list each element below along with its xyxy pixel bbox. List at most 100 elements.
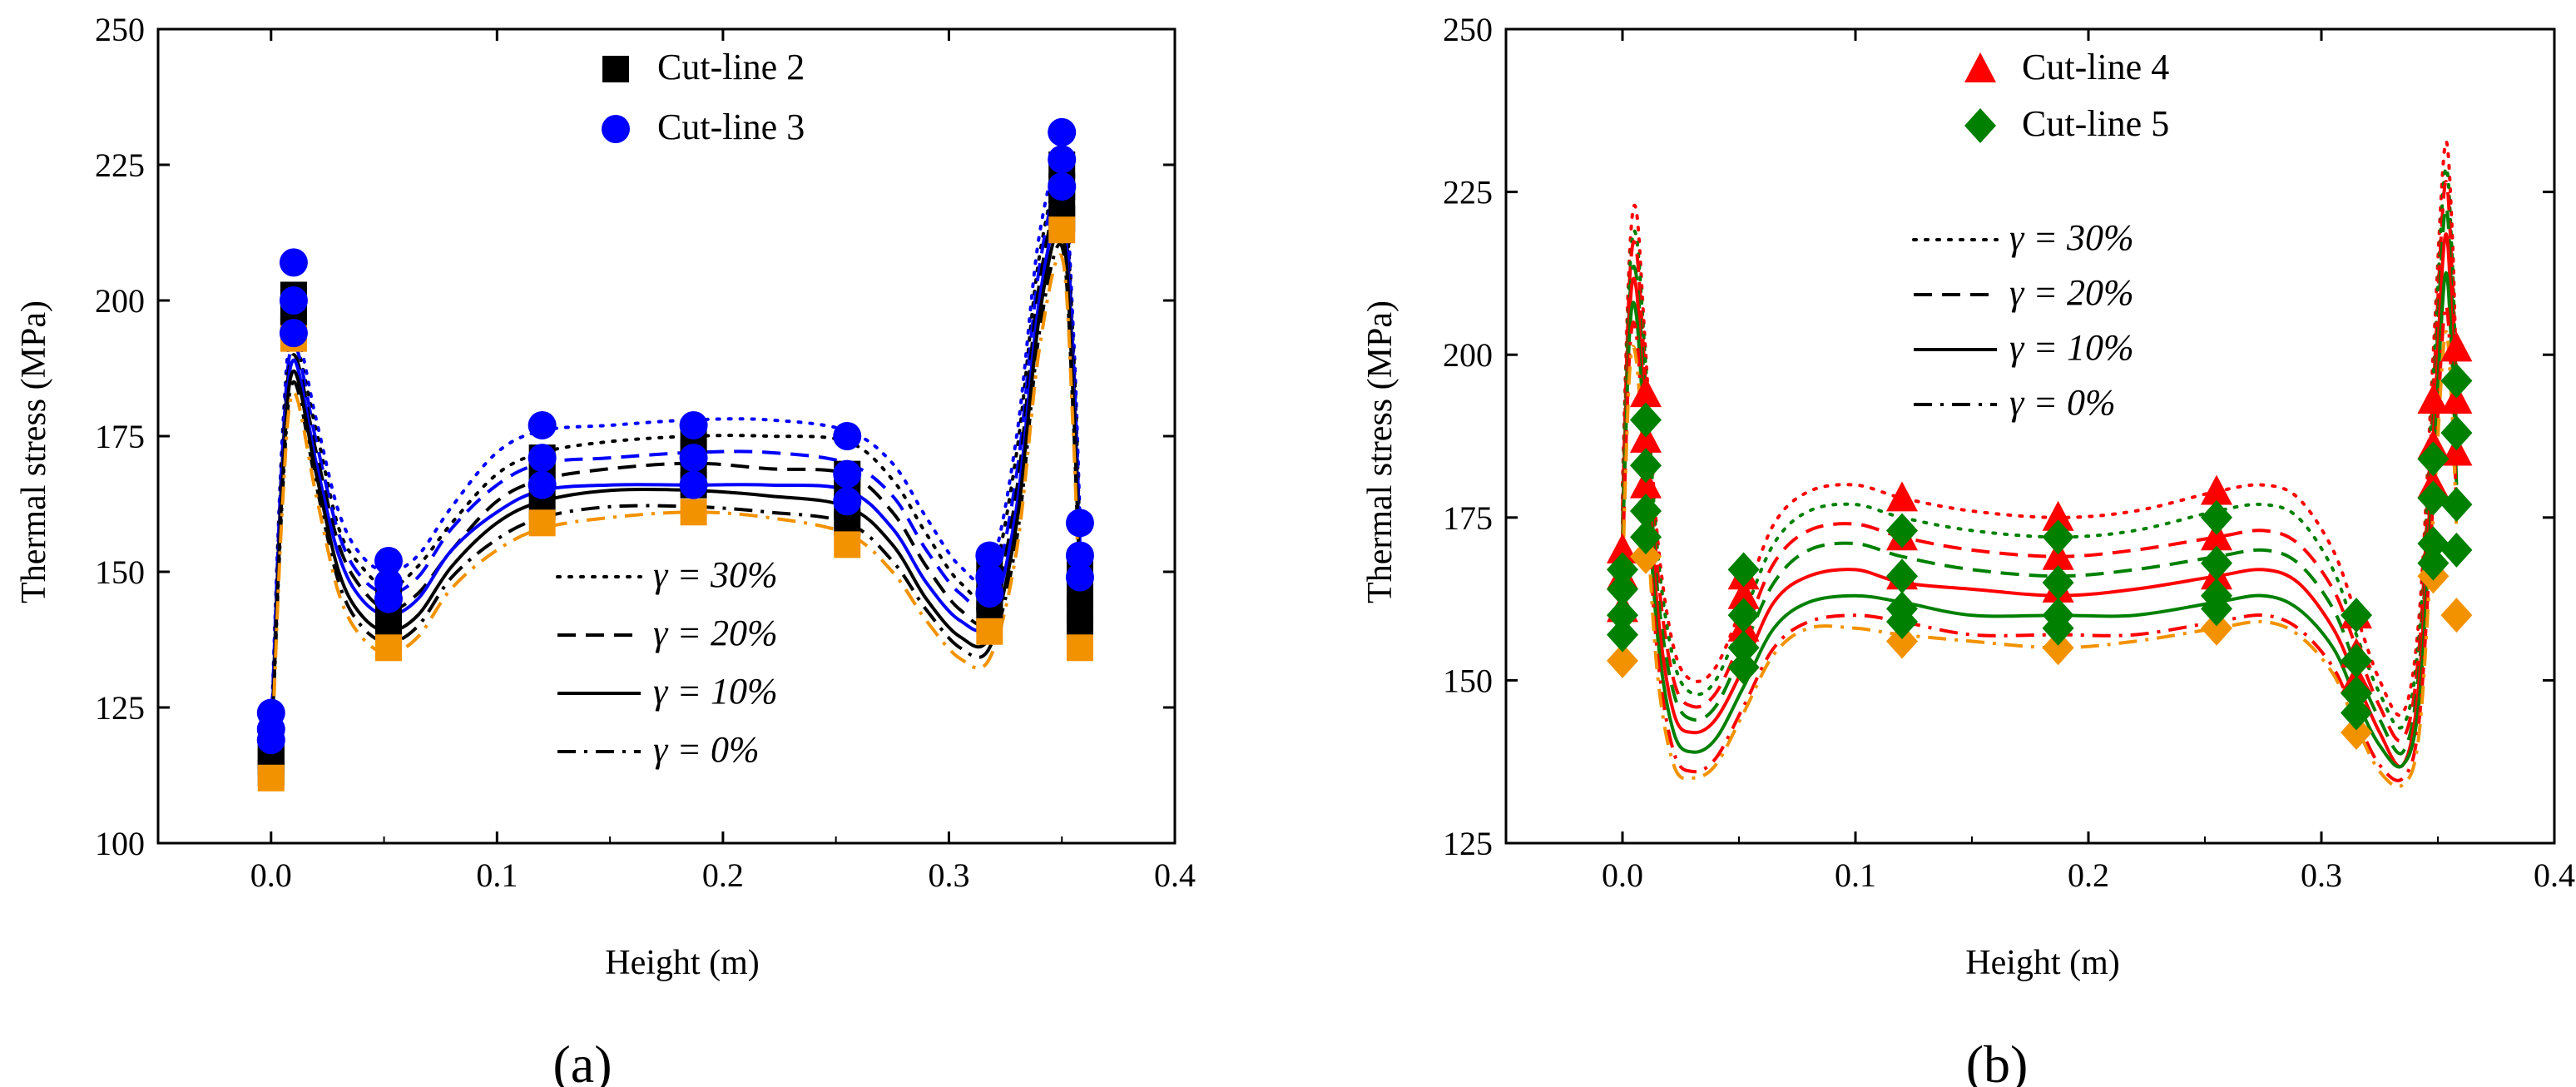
data-point <box>1886 603 1918 639</box>
y-tick-label: 175 <box>95 418 145 455</box>
panel-label-b: (b) <box>1966 1035 2029 1087</box>
data-point <box>2341 695 2372 731</box>
x-tick-label: 0.1 <box>476 856 518 894</box>
data-point <box>834 531 861 558</box>
legend-label: γ = 20% <box>653 613 778 653</box>
data-point <box>2417 545 2450 581</box>
y-axis-label-b: Thermal stress (MPa) <box>1361 300 1399 603</box>
data-point <box>2440 415 2473 451</box>
y-tick-label: 175 <box>1443 499 1493 537</box>
y-tick-label: 125 <box>95 689 145 727</box>
data-point <box>374 584 403 613</box>
data-point <box>1607 571 1638 607</box>
y-tick-label: 225 <box>95 146 145 184</box>
x-tick-label: 0.3 <box>928 856 969 894</box>
y-tick-label: 150 <box>95 553 145 591</box>
legend-label: γ = 30% <box>653 554 778 595</box>
data-point <box>1630 493 1662 529</box>
data-point <box>1607 643 1638 678</box>
series-line <box>269 242 1082 767</box>
legend-marker-diamond <box>1964 108 1996 143</box>
data-point <box>256 726 285 755</box>
data-point <box>1886 623 1918 659</box>
data-point <box>1630 402 1662 438</box>
x-axis-label-a: Height (m) <box>605 944 759 982</box>
data-point <box>1886 481 1918 512</box>
data-point <box>976 618 1003 645</box>
data-point <box>2042 630 2074 666</box>
legend-label: Cut-line 4 <box>2022 47 2169 87</box>
series-line <box>269 253 1082 773</box>
data-point <box>2417 383 2450 414</box>
data-point <box>374 546 403 575</box>
data-point <box>2042 565 2074 601</box>
x-tick-label: 0.4 <box>1154 856 1196 894</box>
data-point <box>1727 578 1760 609</box>
data-point <box>2042 519 2074 555</box>
data-point <box>1630 468 1662 499</box>
y-tick-label: 100 <box>95 825 145 862</box>
data-point <box>1886 513 1918 548</box>
data-point <box>1607 598 1638 633</box>
legend-label: γ = 0% <box>653 729 760 770</box>
legend-label: γ = 20% <box>2009 272 2134 313</box>
data-point <box>2440 487 2473 523</box>
data-point <box>2042 539 2074 570</box>
legend-marker-circle <box>602 115 630 143</box>
data-point <box>975 579 1004 608</box>
legend-label: Cut-line 3 <box>657 107 805 147</box>
data-point <box>2201 499 2232 535</box>
y-tick-label: 200 <box>95 282 145 320</box>
data-point <box>1607 617 1638 653</box>
data-point <box>2440 383 2473 414</box>
x-tick-label: 0.3 <box>2301 856 2342 894</box>
data-point <box>279 319 308 348</box>
legend-label: γ = 10% <box>653 671 778 712</box>
y-tick-label: 250 <box>95 11 145 48</box>
data-point <box>1065 509 1094 538</box>
legend-label: γ = 30% <box>2009 217 2134 258</box>
data-point <box>279 248 308 277</box>
data-point <box>2201 591 2232 627</box>
data-point <box>1630 422 1662 453</box>
data-point <box>2201 545 2232 581</box>
data-point <box>1886 558 1918 594</box>
data-point <box>2440 331 2473 362</box>
data-point <box>2440 435 2473 466</box>
data-point <box>1048 172 1077 201</box>
panel-label-a: (a) <box>552 1035 612 1087</box>
data-point <box>528 509 556 537</box>
legend-label: γ = 10% <box>2009 327 2134 368</box>
data-point <box>1048 117 1077 146</box>
data-point <box>833 487 862 516</box>
series-line <box>1621 330 2459 789</box>
data-point <box>2417 480 2450 516</box>
plot-area-b: 0.0 0.1 0.2 0.3 0.4 125 150 175 200 225 250 Cut-lin… <box>1443 11 2575 894</box>
x-axis-label-b: Height (m) <box>1965 944 2119 982</box>
data-point <box>528 410 557 439</box>
data-point <box>2440 363 2473 399</box>
data-point <box>975 541 1004 570</box>
data-point <box>1630 448 1662 484</box>
data-point <box>2440 532 2473 568</box>
data-point <box>2341 598 2372 633</box>
data-point <box>2341 676 2372 712</box>
data-point <box>1066 634 1093 662</box>
data-point <box>1630 377 1662 408</box>
data-point <box>1607 552 1638 588</box>
data-point <box>1607 533 1638 563</box>
data-point <box>2417 526 2450 562</box>
data-point <box>679 444 708 473</box>
data-point <box>2042 610 2074 646</box>
data-point <box>1727 649 1760 685</box>
data-point <box>1727 630 1760 666</box>
data-point <box>2440 598 2473 633</box>
x-tick-label: 0.0 <box>250 856 292 894</box>
y-tick-label: 250 <box>1443 11 1493 48</box>
data-point <box>2042 500 2074 531</box>
data-point <box>528 470 557 499</box>
legend-marker-triangle <box>1964 52 1996 82</box>
data-point <box>1065 541 1094 570</box>
data-point <box>833 422 862 450</box>
data-point <box>680 499 707 526</box>
